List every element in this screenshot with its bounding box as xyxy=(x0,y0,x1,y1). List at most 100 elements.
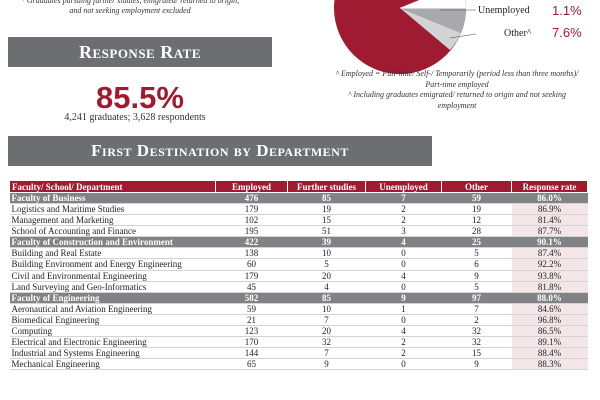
top-footnote: * Graduates pursuing further studies, em… xyxy=(20,0,240,15)
pie-notes: ^ Employed = Full-time/ Self-/ Temporari… xyxy=(332,69,582,111)
table-cell: 9 xyxy=(441,270,512,282)
table-cell: 87.4% xyxy=(511,247,588,259)
table-cell: 5 xyxy=(287,258,366,271)
table-cell: 9 xyxy=(287,358,366,370)
table-cell: 4 xyxy=(365,236,442,248)
faculty-row: Faculty of Business 476 85 7 59 86.0% xyxy=(9,192,588,204)
table-cell: 15 xyxy=(287,214,366,226)
table-cell: 1 xyxy=(365,303,442,315)
table-cell: 21 xyxy=(215,314,288,326)
department-row: Computing 123 20 4 32 86.5% xyxy=(9,325,588,337)
table-cell: Faculty of Business xyxy=(9,192,216,204)
table-cell: 170 xyxy=(215,336,288,348)
department-row: Biomedical Engineering 21 7 0 2 96.8% xyxy=(9,314,588,326)
column-header: Unemployed xyxy=(365,180,442,193)
pie-leader-lines xyxy=(440,9,477,39)
table-cell: Faculty of Engineering xyxy=(9,292,216,304)
column-header: Employed xyxy=(215,180,288,193)
response-rate-subtext: 4,241 graduates; 3,628 respondents xyxy=(64,112,206,123)
column-header: Faculty/ School/ Department xyxy=(9,180,216,193)
department-row: Land Surveying and Geo-Informatics 45 4 0 5 8… xyxy=(9,281,588,293)
table-cell: 179 xyxy=(215,270,288,282)
table-cell: 88.0% xyxy=(511,292,588,304)
destination-pie-chart xyxy=(334,0,467,74)
department-row: Management and Marketing 102 15 2 12 81.4% xyxy=(9,214,588,226)
table-body: Faculty of Business 476 85 7 59 86.0% Logistic… xyxy=(9,192,588,370)
table-cell: 3 xyxy=(365,225,442,237)
table-cell: 32 xyxy=(441,336,512,348)
table-cell: 51 xyxy=(287,225,366,237)
table-cell: 123 xyxy=(215,325,288,337)
table-cell: Land Surveying and Geo-Informatics xyxy=(9,281,216,293)
table-cell: 32 xyxy=(441,325,512,337)
department-row: School of Accounting and Finance 195 51 3 28… xyxy=(9,225,588,237)
table-cell: 39 xyxy=(287,236,366,248)
table-cell: 9 xyxy=(365,292,442,304)
table-cell: Civil and Environmental Engineering xyxy=(9,270,216,282)
pie-slice-other xyxy=(400,8,466,33)
table-cell: Building and Real Estate xyxy=(9,247,216,259)
table-cell: 84.6% xyxy=(511,303,588,315)
department-row: Building and Real Estate 138 10 0 5 87.4% xyxy=(9,247,588,259)
table-cell: 59 xyxy=(441,192,512,204)
table-cell: 0 xyxy=(365,258,442,271)
table-cell: Industrial and Systems Engineering xyxy=(9,347,216,359)
table-cell: 4 xyxy=(287,281,366,293)
table-cell: 86.9% xyxy=(511,203,588,215)
table-cell: 422 xyxy=(215,236,288,248)
table-cell: 0 xyxy=(365,314,442,326)
table-cell: Biomedical Engineering xyxy=(9,314,216,326)
response-rate-heading: Response Rate xyxy=(8,37,272,67)
table-cell: 7 xyxy=(365,192,442,204)
legend-unemployed-pct: 1.1% xyxy=(552,3,582,18)
table-cell: 10 xyxy=(287,303,366,315)
table-cell: 7 xyxy=(441,303,512,315)
table-cell: 81.8% xyxy=(511,281,588,293)
faculty-row: Faculty of Construction and Environment 4… xyxy=(9,236,588,248)
table-cell: 45 xyxy=(215,281,288,293)
table-cell: 195 xyxy=(215,225,288,237)
department-row: Civil and Environmental Engineering 179 20… xyxy=(9,270,588,282)
table-cell: 0 xyxy=(365,281,442,293)
table-cell: 2 xyxy=(365,336,442,348)
table-cell: 15 xyxy=(441,347,512,359)
table-cell: Logistics and Maritime Studies xyxy=(9,203,216,215)
table-cell: Electrical and Electronic Engineering xyxy=(9,336,216,348)
table-cell: 20 xyxy=(287,325,366,337)
table-cell: 92.2% xyxy=(511,258,588,271)
table-cell: 144 xyxy=(215,347,288,359)
department-row: Logistics and Maritime Studies 179 19 2 19 86… xyxy=(9,203,588,215)
legend-unemployed-label: Unemployed xyxy=(478,5,530,16)
table-cell: 60 xyxy=(215,258,288,271)
legend-other-label: Other^ xyxy=(504,28,532,39)
table-cell: 20 xyxy=(287,270,366,282)
table-cell: 0 xyxy=(365,358,442,370)
table-cell: 12 xyxy=(441,214,512,226)
column-header: Further studies xyxy=(287,180,366,193)
column-header: Response rate xyxy=(511,180,588,193)
department-row: Mechanical Engineering 65 9 0 9 88.3% xyxy=(9,358,588,370)
table-cell: 582 xyxy=(215,292,288,304)
response-rate-value: 85.5% xyxy=(96,80,184,115)
table-cell: 2 xyxy=(365,214,442,226)
table-cell: Mechanical Engineering xyxy=(9,358,216,370)
department-row: Building Environment and Energy Engineer… xyxy=(9,258,588,271)
table-cell: 85 xyxy=(287,292,366,304)
table-cell: 89.1% xyxy=(511,336,588,348)
column-header: Other xyxy=(441,180,512,193)
table-cell: 25 xyxy=(441,236,512,248)
table-cell: Computing xyxy=(9,325,216,337)
table-cell: 97 xyxy=(441,292,512,304)
department-row: Aeronautical and Aviation Engineering 59 1… xyxy=(9,303,588,315)
legend-other-pct: 7.6% xyxy=(552,25,582,40)
table-cell: 65 xyxy=(215,358,288,370)
note-other: ^ Including graduates emigrated/ returne… xyxy=(348,90,566,110)
table-cell: Faculty of Construction and Environment xyxy=(9,236,216,248)
department-row: Industrial and Systems Engineering 144 7 2 1… xyxy=(9,347,588,359)
table-cell: 2 xyxy=(365,203,442,215)
department-row: Electrical and Electronic Engineering 170… xyxy=(9,336,588,348)
table-cell: 102 xyxy=(215,214,288,226)
destination-table: Faculty/ School/ Department Employed Furth… xyxy=(9,180,588,370)
table-cell: 9 xyxy=(441,358,512,370)
table-cell: 86.5% xyxy=(511,325,588,337)
